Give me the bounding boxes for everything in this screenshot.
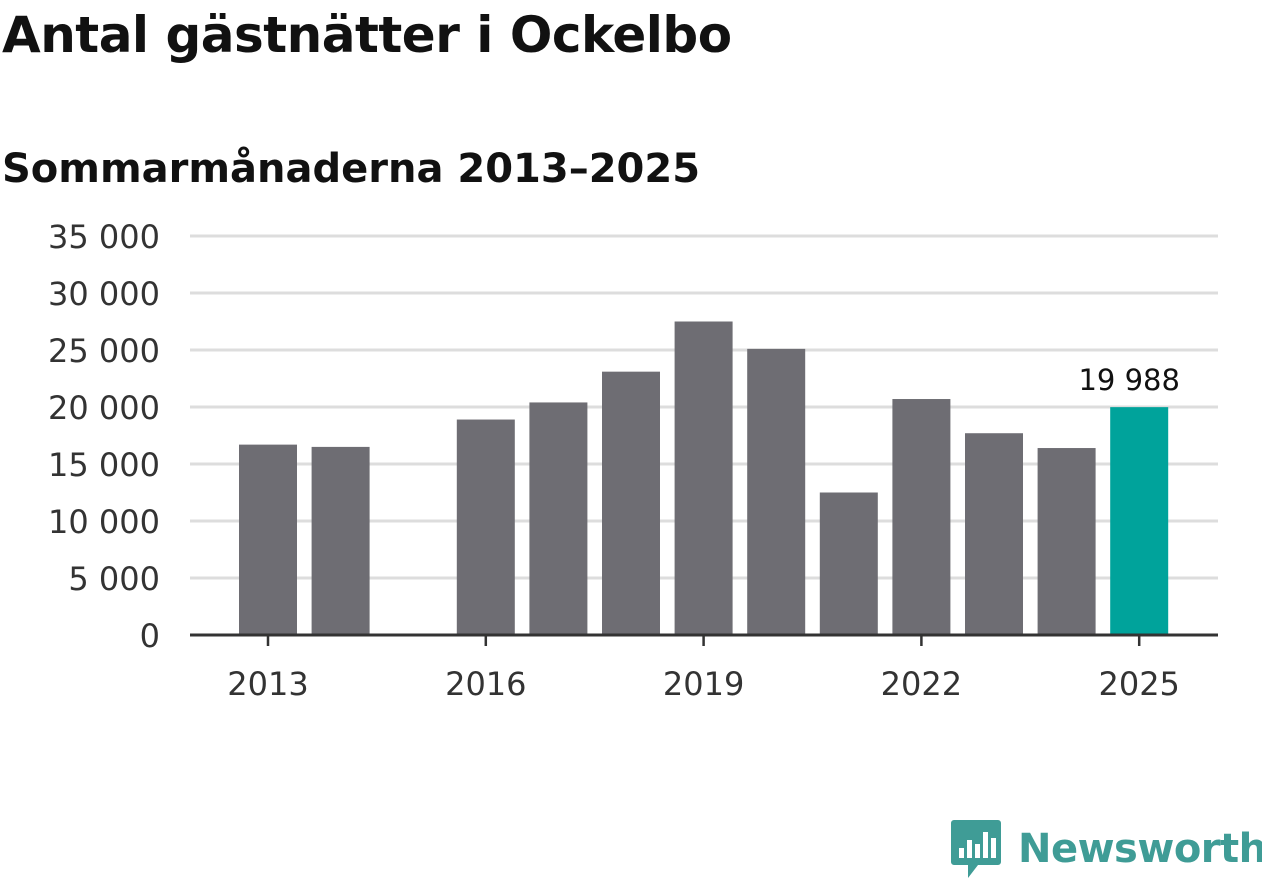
newsworthy-logo-text: Newsworthy [1018,826,1262,872]
x-axis [190,633,1218,646]
y-tick-label: 10 000 [48,503,160,541]
bars [239,321,1169,635]
data-labels: 19 988 [1078,363,1179,397]
y-axis-tick-labels: 0 5 000 10 000 15 000 20 000 25 000 30 000 35 0… [48,218,160,655]
bar-2018 [602,371,660,635]
bar-2020 [747,348,806,635]
bar-2022 [892,399,951,635]
x-tick-label: 2025 [1098,665,1179,703]
bar-2016 [456,419,515,635]
y-tick-label: 20 000 [48,389,160,427]
newsworthy-bar-chart-icon [951,820,1001,878]
x-tick-label: 2016 [445,665,526,703]
bar-2013 [239,444,297,635]
y-tick-label: 35 000 [48,218,160,256]
bar-2019 [674,321,733,635]
newsworthy-logo: Newsworthy [950,818,1262,880]
x-tick-label: 2013 [227,665,308,703]
x-axis-tick-labels: 2013 2016 2019 2022 2025 [227,665,1180,703]
data-label-2025: 19 988 [1078,363,1179,397]
bar-2021 [819,492,878,635]
bar-2017 [529,402,588,635]
y-tick-label: 5 000 [68,560,160,598]
y-tick-label: 15 000 [48,446,160,484]
y-tick-label: 30 000 [48,275,160,313]
x-tick-label: 2019 [663,665,744,703]
bar-2025 [1110,407,1169,635]
x-tick-label: 2022 [881,665,962,703]
chart-title: Antal gästnätter i Ockelbo [2,6,732,64]
chart-subtitle: Sommarmånaderna 2013–2025 [2,146,701,192]
bar-2014 [311,446,370,635]
y-tick-label: 25 000 [48,332,160,370]
bar-2024 [1037,448,1096,635]
bar-2023 [965,433,1023,635]
bar-chart: 0 5 000 10 000 15 000 20 000 25 000 30 000 35 0… [48,218,1218,703]
y-tick-label: 0 [140,617,160,655]
